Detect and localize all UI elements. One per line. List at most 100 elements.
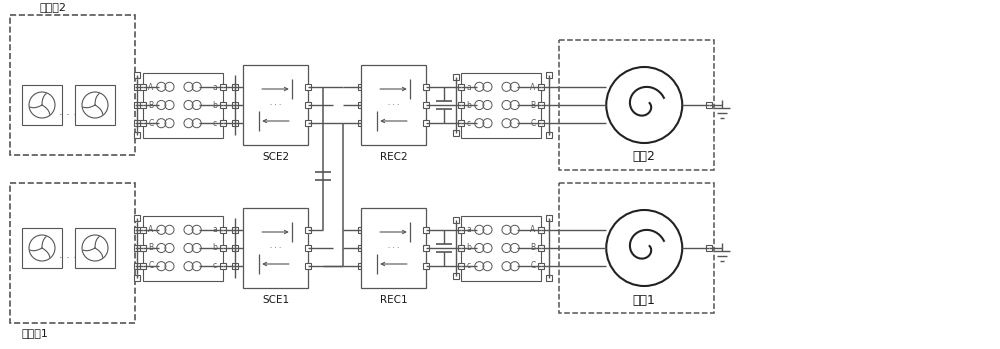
Text: a: a bbox=[213, 82, 217, 91]
Bar bbox=[423, 227, 429, 233]
Text: 风电场1: 风电场1 bbox=[22, 328, 49, 338]
Text: a: a bbox=[467, 82, 471, 91]
Bar bbox=[10, 15, 135, 155]
Bar bbox=[143, 73, 223, 138]
Bar bbox=[538, 263, 544, 269]
Bar bbox=[361, 65, 426, 145]
Bar bbox=[134, 120, 140, 126]
Bar bbox=[134, 102, 140, 108]
Text: c: c bbox=[213, 261, 217, 270]
Text: b: b bbox=[467, 101, 471, 110]
Bar bbox=[453, 273, 459, 279]
Bar bbox=[220, 263, 226, 269]
Text: B: B bbox=[148, 244, 154, 252]
Text: SCE2: SCE2 bbox=[262, 152, 289, 162]
Bar bbox=[458, 102, 464, 108]
Text: A: A bbox=[530, 82, 536, 91]
Bar bbox=[538, 245, 544, 251]
Bar bbox=[546, 215, 552, 221]
Bar bbox=[458, 84, 464, 90]
Bar bbox=[458, 263, 464, 269]
Bar bbox=[22, 228, 62, 268]
Text: REC2: REC2 bbox=[380, 152, 407, 162]
Bar bbox=[706, 102, 712, 108]
Bar bbox=[232, 245, 238, 251]
Bar bbox=[453, 217, 459, 223]
Text: b: b bbox=[213, 244, 217, 252]
Bar bbox=[423, 84, 429, 90]
Bar bbox=[358, 120, 364, 126]
Bar bbox=[134, 263, 140, 269]
Text: a: a bbox=[467, 225, 471, 235]
Bar bbox=[140, 84, 146, 90]
Text: A: A bbox=[148, 225, 154, 235]
Bar bbox=[423, 245, 429, 251]
Bar bbox=[232, 227, 238, 233]
Bar bbox=[134, 227, 140, 233]
Bar bbox=[143, 215, 223, 281]
Bar bbox=[10, 183, 135, 323]
Bar bbox=[423, 263, 429, 269]
Text: · · ·: · · · bbox=[270, 245, 281, 251]
Bar bbox=[546, 72, 552, 78]
Bar bbox=[220, 120, 226, 126]
Text: c: c bbox=[213, 119, 217, 127]
Bar bbox=[243, 208, 308, 288]
Bar bbox=[134, 72, 140, 78]
Bar bbox=[134, 275, 140, 281]
Bar bbox=[134, 132, 140, 138]
Bar bbox=[140, 263, 146, 269]
Text: b: b bbox=[467, 244, 471, 252]
Text: c: c bbox=[467, 261, 471, 270]
Bar bbox=[232, 263, 238, 269]
Bar bbox=[706, 245, 712, 251]
Bar bbox=[358, 263, 364, 269]
Text: C: C bbox=[530, 261, 536, 270]
Bar bbox=[538, 102, 544, 108]
Bar bbox=[140, 120, 146, 126]
Text: a: a bbox=[213, 225, 217, 235]
Text: · · ·: · · · bbox=[388, 102, 399, 108]
Bar bbox=[358, 227, 364, 233]
Bar bbox=[453, 130, 459, 136]
Bar bbox=[232, 120, 238, 126]
Text: b: b bbox=[213, 101, 217, 110]
Bar bbox=[220, 84, 226, 90]
Bar bbox=[305, 263, 311, 269]
Text: · · ·: · · · bbox=[388, 245, 399, 251]
Bar bbox=[358, 245, 364, 251]
Text: B: B bbox=[530, 244, 536, 252]
Bar bbox=[232, 84, 238, 90]
Bar bbox=[358, 84, 364, 90]
Bar bbox=[140, 227, 146, 233]
Text: B: B bbox=[530, 101, 536, 110]
Bar bbox=[305, 120, 311, 126]
Bar bbox=[458, 227, 464, 233]
Bar bbox=[546, 275, 552, 281]
Bar bbox=[458, 245, 464, 251]
Text: 电儶2: 电儶2 bbox=[633, 150, 656, 163]
Text: C: C bbox=[148, 119, 154, 127]
Bar bbox=[75, 85, 115, 125]
Bar bbox=[423, 102, 429, 108]
Text: · · ·: · · · bbox=[59, 253, 77, 263]
Bar bbox=[243, 65, 308, 145]
Text: 电儶1: 电儶1 bbox=[633, 294, 656, 306]
Bar bbox=[538, 227, 544, 233]
Text: A: A bbox=[530, 225, 536, 235]
Text: · · ·: · · · bbox=[59, 110, 77, 120]
Bar bbox=[134, 84, 140, 90]
Text: SCE1: SCE1 bbox=[262, 295, 289, 305]
Bar bbox=[423, 120, 429, 126]
Bar bbox=[22, 85, 62, 125]
Bar bbox=[305, 245, 311, 251]
Bar bbox=[305, 84, 311, 90]
Text: A: A bbox=[148, 82, 154, 91]
Bar bbox=[538, 120, 544, 126]
Bar bbox=[559, 40, 714, 170]
Bar bbox=[305, 102, 311, 108]
Bar bbox=[220, 227, 226, 233]
Text: C: C bbox=[530, 119, 536, 127]
Bar bbox=[361, 208, 426, 288]
Bar bbox=[305, 227, 311, 233]
